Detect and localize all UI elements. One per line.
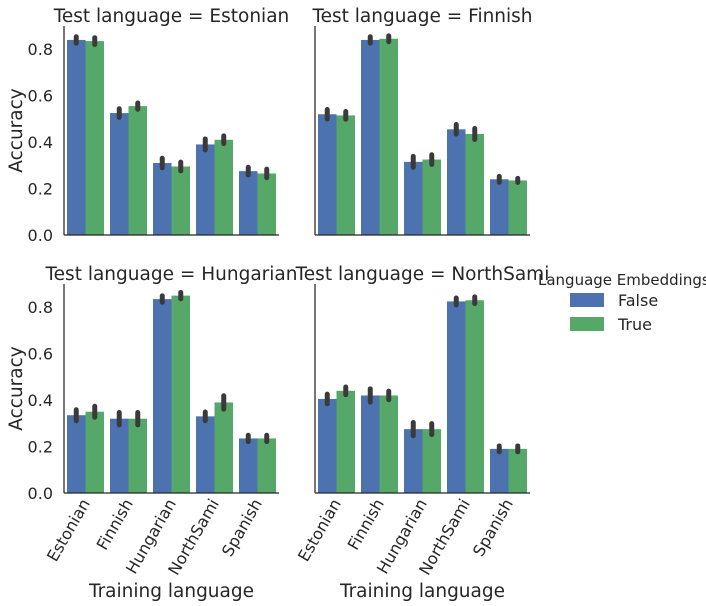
bar (85, 41, 104, 235)
y-tick-label: 0.6 (28, 87, 53, 106)
y-tick-label: 0.6 (28, 345, 53, 364)
bar (490, 179, 509, 235)
x-axis-label: Training language (339, 581, 505, 602)
bar (85, 411, 104, 493)
bar (153, 163, 172, 235)
bar (336, 115, 355, 235)
bar (257, 173, 276, 235)
bar (128, 418, 147, 493)
bar (110, 113, 129, 235)
bar (214, 402, 233, 493)
bar (171, 166, 190, 235)
bar (490, 448, 509, 493)
x-axis-label: Training language (88, 581, 254, 602)
x-tick-label: Estonian (294, 496, 345, 565)
bar (128, 106, 147, 235)
bar (422, 159, 441, 235)
bar (171, 295, 190, 493)
bar (318, 398, 337, 493)
bar (404, 161, 423, 235)
bar (422, 429, 441, 493)
panel-title: Test language = Estonian (53, 6, 290, 27)
x-tick-label: Spanish (469, 496, 517, 560)
legend-label: False (618, 291, 658, 310)
bar (67, 415, 86, 493)
bar (465, 133, 484, 235)
panel-title: Test language = Hungarian (45, 264, 298, 285)
x-tick-label: Finnish (93, 496, 137, 554)
bar (67, 39, 86, 235)
bar (508, 448, 527, 493)
x-tick-label: Estonian (43, 496, 94, 565)
panel-title: Test language = NorthSami (295, 264, 550, 285)
bar (404, 429, 423, 493)
y-tick-label: 0.2 (28, 180, 53, 199)
bar (361, 39, 380, 235)
x-tick-label: Finnish (344, 496, 388, 554)
y-tick-label: 0.8 (28, 298, 53, 317)
bar (239, 438, 258, 493)
legend-swatch (570, 293, 604, 307)
y-tick-label: 0.8 (28, 40, 53, 59)
bar (196, 416, 215, 493)
bar (508, 180, 527, 235)
bar (361, 395, 380, 493)
legend-swatch (570, 317, 604, 331)
bar (447, 301, 466, 493)
y-tick-label: 0.2 (28, 438, 53, 457)
bar (336, 390, 355, 493)
y-tick-label: 0.4 (28, 391, 53, 410)
bar (257, 438, 276, 493)
legend-title: Language Embeddings (538, 271, 706, 289)
y-axis-label: Accuracy (6, 88, 27, 173)
y-axis-label: Accuracy (6, 346, 27, 431)
legend-label: True (617, 315, 652, 334)
bar (196, 144, 215, 235)
bar (465, 300, 484, 493)
bar (153, 299, 172, 493)
bar (447, 129, 466, 235)
bar (318, 114, 337, 235)
bar (379, 38, 398, 236)
y-tick-label: 0.0 (28, 484, 53, 503)
bar (379, 395, 398, 493)
panel-title: Test language = Finnish (311, 6, 532, 27)
x-tick-label: Spanish (218, 496, 266, 560)
bar (239, 171, 258, 235)
y-tick-label: 0.0 (28, 226, 53, 245)
y-tick-label: 0.4 (28, 133, 53, 152)
bar (214, 139, 233, 235)
bar (110, 418, 129, 493)
